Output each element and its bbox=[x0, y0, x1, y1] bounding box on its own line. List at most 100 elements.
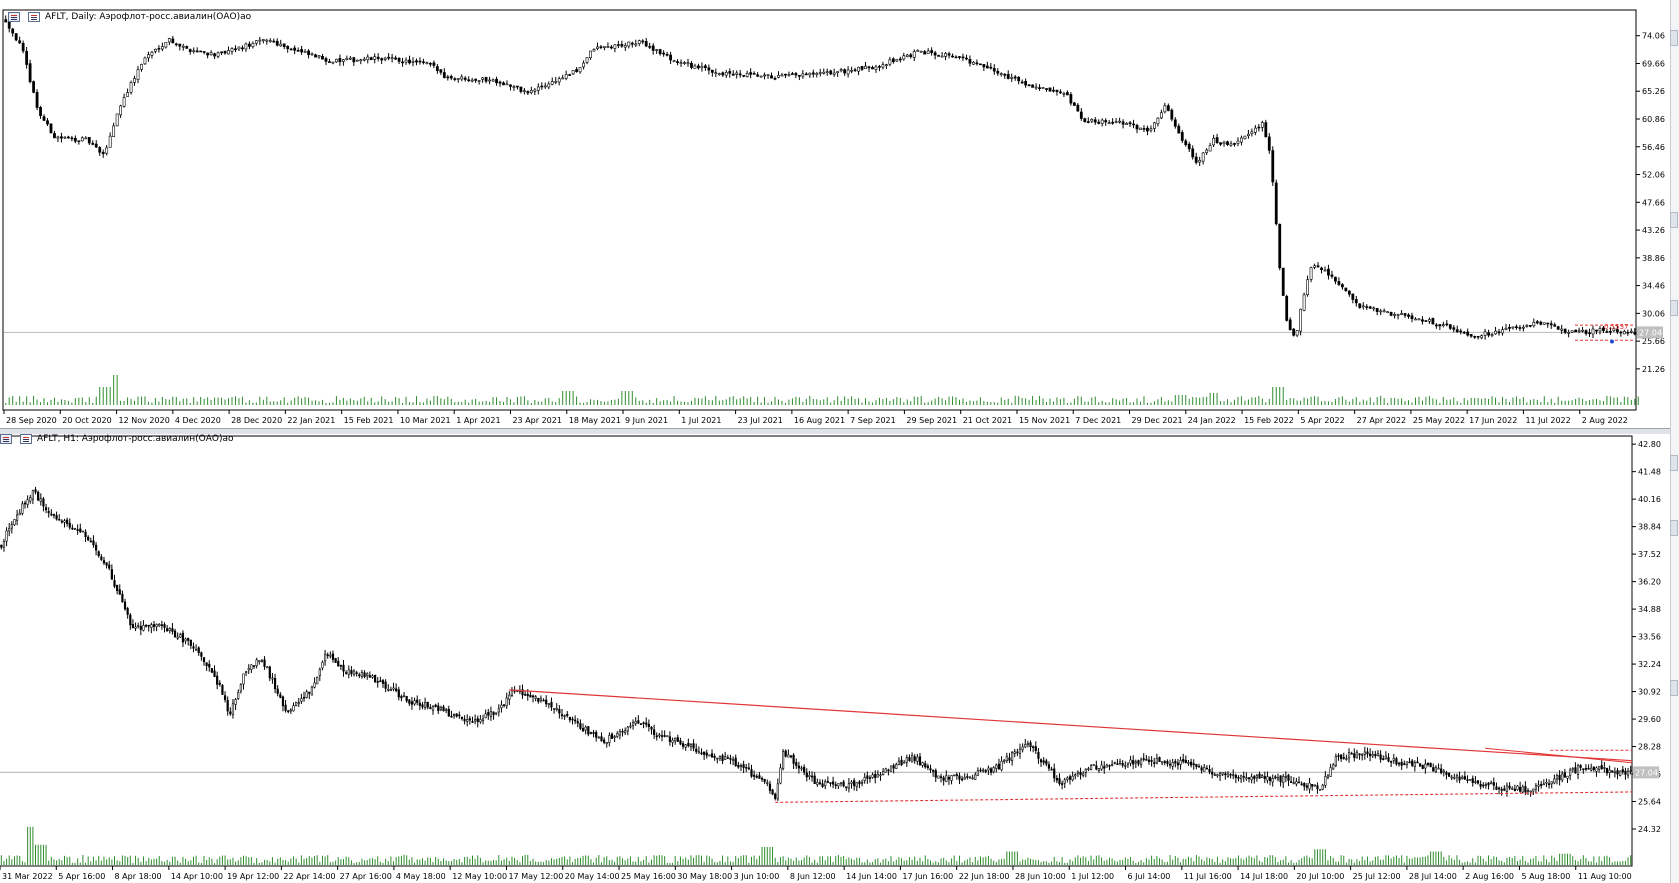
candle-body bbox=[63, 136, 67, 139]
candle-body bbox=[850, 781, 853, 784]
candle-body bbox=[213, 53, 216, 57]
candle-body bbox=[1041, 87, 1045, 89]
candle-body bbox=[498, 81, 502, 84]
candle-body bbox=[1368, 306, 1372, 309]
candle-body bbox=[495, 712, 498, 715]
candle-body bbox=[404, 59, 408, 63]
candle-body bbox=[561, 77, 565, 80]
candle-body bbox=[1429, 763, 1432, 768]
candle-body bbox=[142, 625, 145, 631]
time-axis-label: 1 Jul 2021 bbox=[681, 416, 721, 425]
candle-body bbox=[582, 62, 585, 68]
candle-body bbox=[97, 551, 100, 556]
candle-body bbox=[1208, 145, 1212, 152]
h1-chart-window[interactable]: 42.80 41.48 40.16 38.84 37.52 36.20 34.88 33.56… bbox=[0, 434, 1679, 883]
candle-body bbox=[1494, 330, 1497, 335]
candle-body bbox=[531, 695, 535, 698]
candle-body bbox=[101, 151, 105, 155]
candle-body bbox=[147, 54, 150, 59]
candle-body bbox=[768, 783, 772, 791]
indicator-window-icon[interactable] bbox=[20, 434, 32, 444]
candle-body bbox=[213, 670, 216, 677]
indicator-window-icon[interactable] bbox=[28, 12, 40, 22]
h1-chart-canvas[interactable]: 42.80 41.48 40.16 38.84 37.52 36.20 34.88 33.56… bbox=[0, 434, 1679, 883]
chart-window-icon[interactable] bbox=[0, 434, 12, 444]
candle-body bbox=[284, 704, 287, 711]
right-scroll-area[interactable] bbox=[1670, 0, 1679, 883]
candle-body bbox=[321, 55, 324, 60]
candle-body bbox=[1222, 141, 1226, 144]
candle-body bbox=[1271, 150, 1275, 183]
candle-body bbox=[16, 514, 19, 521]
price-axis-label: 33.56 bbox=[1638, 633, 1661, 642]
candle-body bbox=[171, 38, 175, 44]
candle-body bbox=[160, 624, 163, 626]
candle-body bbox=[1574, 767, 1577, 774]
candle-body bbox=[1321, 784, 1324, 790]
candle-body bbox=[209, 52, 213, 56]
candle-body bbox=[1194, 156, 1198, 163]
side-tab[interactable] bbox=[1670, 212, 1678, 228]
last-price-tag: 27.04 bbox=[1639, 328, 1662, 337]
candle-body bbox=[1355, 751, 1359, 759]
side-tab[interactable] bbox=[1670, 455, 1678, 471]
side-tab[interactable] bbox=[1670, 520, 1678, 536]
candle-body bbox=[360, 672, 364, 677]
candle-body bbox=[1590, 767, 1593, 771]
candle-body bbox=[1490, 334, 1494, 336]
candle-body bbox=[310, 53, 314, 56]
candle-body bbox=[347, 669, 350, 675]
candle-body bbox=[1180, 132, 1184, 141]
candle-body bbox=[484, 713, 487, 718]
candle-body bbox=[408, 699, 411, 704]
candle-body bbox=[1020, 81, 1024, 84]
candle-body bbox=[1184, 759, 1187, 764]
candle-body bbox=[989, 66, 993, 69]
candle-body bbox=[1052, 89, 1055, 92]
candle-body bbox=[650, 726, 653, 730]
time-axis-label: 11 Jul 16:00 bbox=[1184, 872, 1232, 881]
side-tab[interactable] bbox=[1670, 680, 1678, 696]
candle-body bbox=[34, 489, 37, 493]
candle-body bbox=[824, 781, 827, 787]
candle-body bbox=[418, 60, 422, 63]
daily-chart-canvas[interactable]: 74.06 69.66 65.26 60.86 56.46 52.06 47.66 43.26… bbox=[0, 0, 1679, 428]
candle-body bbox=[676, 737, 679, 742]
candle-body bbox=[563, 715, 566, 717]
candle-body bbox=[697, 65, 700, 69]
candle-body bbox=[424, 702, 427, 708]
candle-body bbox=[644, 41, 648, 47]
candle-body bbox=[286, 45, 290, 50]
candle-body bbox=[1323, 269, 1327, 272]
candle-body bbox=[855, 782, 858, 788]
daily-chart-window[interactable]: 74.06 69.66 65.26 60.86 56.46 52.06 47.66 43.26… bbox=[0, 0, 1679, 434]
candle-body bbox=[474, 78, 478, 81]
candle-body bbox=[442, 72, 446, 78]
candle-body bbox=[271, 677, 274, 680]
candle-body bbox=[1577, 330, 1581, 332]
candle-body bbox=[1234, 775, 1237, 779]
candle-body bbox=[1379, 754, 1382, 760]
candle-body bbox=[721, 72, 725, 76]
candle-body bbox=[479, 719, 482, 723]
side-tab[interactable] bbox=[1670, 300, 1678, 316]
time-axis-label: 17 Jun 16:00 bbox=[902, 872, 953, 881]
candle-body bbox=[251, 42, 255, 47]
candle-body bbox=[119, 105, 123, 116]
candle-body bbox=[279, 694, 282, 698]
candle-body bbox=[926, 765, 929, 768]
candle-body bbox=[876, 773, 879, 778]
candle-body bbox=[589, 732, 593, 734]
candle-body bbox=[258, 660, 261, 662]
candle-body bbox=[1387, 757, 1390, 762]
candle-body bbox=[1284, 776, 1287, 778]
candle-body bbox=[434, 704, 437, 707]
candle-body bbox=[891, 58, 895, 63]
candle-body bbox=[924, 763, 927, 768]
candle-body bbox=[1134, 761, 1137, 764]
side-tab[interactable] bbox=[1670, 30, 1678, 46]
candle-body bbox=[1508, 327, 1511, 329]
candle-body bbox=[864, 65, 867, 70]
candle-body bbox=[1351, 293, 1355, 300]
chart-window-icon[interactable] bbox=[8, 12, 20, 22]
